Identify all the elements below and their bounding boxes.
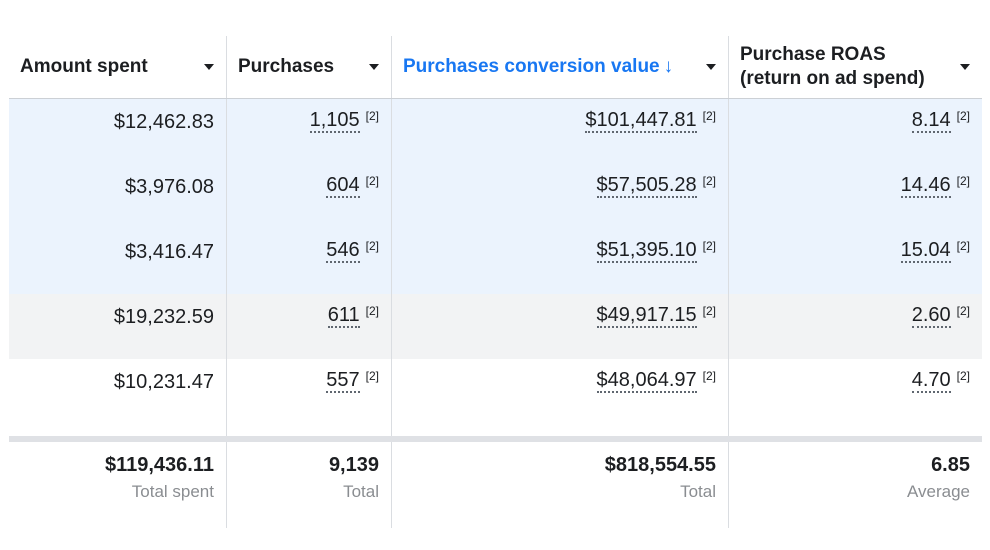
totals-row: $119,436.11 Total spent 9,139 Total $818…	[9, 442, 982, 528]
totals-divider	[9, 436, 982, 442]
caret-down-icon[interactable]	[369, 64, 379, 70]
table-row[interactable]: $3,976.08 604 [2] $57,505.28 [2] 14.46 [2]	[9, 164, 982, 229]
column-header-label: Purchases	[238, 56, 335, 77]
caret-down-icon[interactable]	[204, 64, 214, 70]
conversion-value-cell: $48,064.97 [2]	[392, 359, 729, 424]
total-conversion-value-label: Total	[680, 482, 716, 501]
table-header: Amount spent Purchases Purchases convers…	[9, 36, 982, 99]
conversion-value-link[interactable]: $49,917.15	[596, 304, 697, 328]
purchases-cell: 557 [2]	[227, 359, 392, 424]
amount-spent-cell: $19,232.59	[9, 294, 227, 359]
total-conversion-value-cell: $818,554.55 Total	[392, 442, 729, 528]
purchases-value-link[interactable]: 604	[326, 174, 360, 198]
average-roas-label: Average	[906, 482, 970, 501]
amount-spent-value: $10,231.47	[113, 371, 214, 393]
total-amount-spent-value: $119,436.11	[104, 454, 214, 476]
roas-cell: 2.60 [2]	[729, 294, 982, 359]
ads-results-table: Amount spent Purchases Purchases convers…	[9, 36, 982, 528]
purchases-cell: 604 [2]	[227, 164, 392, 229]
average-roas-value: 6.85	[931, 454, 970, 476]
total-amount-spent-cell: $119,436.11 Total spent	[9, 442, 227, 528]
average-roas-cell: 6.85 Average	[729, 442, 982, 528]
sort-descending-icon: ↓	[663, 56, 674, 77]
spacer-cell	[392, 424, 729, 436]
conversion-value-link[interactable]: $101,447.81	[585, 109, 697, 133]
column-header-label: Amount spent	[20, 56, 148, 77]
roas-value-link[interactable]: 2.60	[911, 304, 951, 328]
total-purchases-value: 9,139	[328, 454, 379, 476]
amount-spent-value: $3,976.08	[125, 176, 214, 198]
table-row[interactable]: $19,232.59 611 [2] $49,917.15 [2] 2.60 [2]	[9, 294, 982, 359]
amount-spent-cell: $12,462.83	[9, 99, 227, 164]
footnote-marker[interactable]: [2]	[956, 174, 970, 188]
column-header-purchase-roas[interactable]: Purchase ROAS (return on ad spend)	[729, 36, 982, 98]
conversion-value-cell: $101,447.81 [2]	[392, 99, 729, 164]
column-header-purchases-conversion-value[interactable]: Purchases conversion value ↓	[392, 36, 729, 98]
column-header-label: Purchase ROAS (return on ad spend)	[740, 43, 952, 91]
footnote-marker[interactable]: [2]	[702, 174, 716, 188]
conversion-value-link[interactable]: $51,395.10	[596, 239, 697, 263]
footnote-marker[interactable]: [2]	[365, 239, 379, 253]
conversion-value-link[interactable]: $48,064.97	[596, 369, 697, 393]
table-row[interactable]: $10,231.47 557 [2] $48,064.97 [2] 4.70 [2]	[9, 359, 982, 424]
amount-spent-value: $19,232.59	[113, 306, 214, 328]
amount-spent-value: $12,462.83	[113, 111, 214, 133]
purchases-value-link[interactable]: 611	[327, 304, 360, 328]
purchases-cell: 611 [2]	[227, 294, 392, 359]
total-purchases-cell: 9,139 Total	[227, 442, 392, 528]
spacer-cell	[9, 424, 227, 436]
roas-cell: 4.70 [2]	[729, 359, 982, 424]
column-header-amount-spent[interactable]: Amount spent	[9, 36, 227, 98]
column-header-label-sorted: Purchases conversion value ↓	[403, 55, 698, 79]
roas-value-link[interactable]: 15.04	[900, 239, 951, 263]
footnote-marker[interactable]: [2]	[956, 109, 970, 123]
footnote-marker[interactable]: [2]	[365, 174, 379, 188]
roas-value-link[interactable]: 14.46	[900, 174, 951, 198]
footnote-marker[interactable]: [2]	[956, 369, 970, 383]
purchases-cell: 1,105 [2]	[227, 99, 392, 164]
column-header-text: Purchases conversion value	[403, 56, 660, 77]
roas-cell: 8.14 [2]	[729, 99, 982, 164]
conversion-value-cell: $51,395.10 [2]	[392, 229, 729, 294]
amount-spent-cell: $3,976.08	[9, 164, 227, 229]
footnote-marker[interactable]: [2]	[956, 304, 970, 318]
spacer-cell	[729, 424, 982, 436]
roas-value-link[interactable]: 8.14	[911, 109, 951, 133]
conversion-value-cell: $57,505.28 [2]	[392, 164, 729, 229]
footnote-marker[interactable]: [2]	[702, 304, 716, 318]
total-amount-spent-label: Total spent	[131, 482, 214, 501]
column-header-line2: (return on ad spend)	[740, 68, 925, 89]
caret-down-icon[interactable]	[960, 64, 970, 70]
footnote-marker[interactable]: [2]	[702, 369, 716, 383]
purchases-cell: 546 [2]	[227, 229, 392, 294]
conversion-value-link[interactable]: $57,505.28	[596, 174, 697, 198]
column-header-line1: Purchase ROAS	[740, 44, 886, 65]
roas-value-link[interactable]: 4.70	[911, 369, 951, 393]
amount-spent-value: $3,416.47	[125, 241, 214, 263]
column-header-purchases[interactable]: Purchases	[227, 36, 392, 98]
footnote-marker[interactable]: [2]	[365, 304, 379, 318]
table-row[interactable]: $3,416.47 546 [2] $51,395.10 [2] 15.04 [2]	[9, 229, 982, 294]
amount-spent-cell: $10,231.47	[9, 359, 227, 424]
footnote-marker[interactable]: [2]	[702, 109, 716, 123]
table-row[interactable]: $12,462.83 1,105 [2] $101,447.81 [2] 8.14 […	[9, 99, 982, 164]
footnote-marker[interactable]: [2]	[365, 109, 379, 123]
purchases-value-link[interactable]: 557	[326, 369, 360, 393]
total-purchases-label: Total	[343, 482, 379, 501]
row-spacer	[9, 424, 982, 436]
conversion-value-cell: $49,917.15 [2]	[392, 294, 729, 359]
amount-spent-cell: $3,416.47	[9, 229, 227, 294]
footnote-marker[interactable]: [2]	[956, 239, 970, 253]
total-conversion-value: $818,554.55	[604, 454, 716, 476]
purchases-value-link[interactable]: 546	[326, 239, 360, 263]
caret-down-icon[interactable]	[706, 64, 716, 70]
spacer-cell	[227, 424, 392, 436]
footnote-marker[interactable]: [2]	[702, 239, 716, 253]
roas-cell: 15.04 [2]	[729, 229, 982, 294]
footnote-marker[interactable]: [2]	[365, 369, 379, 383]
roas-cell: 14.46 [2]	[729, 164, 982, 229]
purchases-value-link[interactable]: 1,105	[309, 109, 360, 133]
